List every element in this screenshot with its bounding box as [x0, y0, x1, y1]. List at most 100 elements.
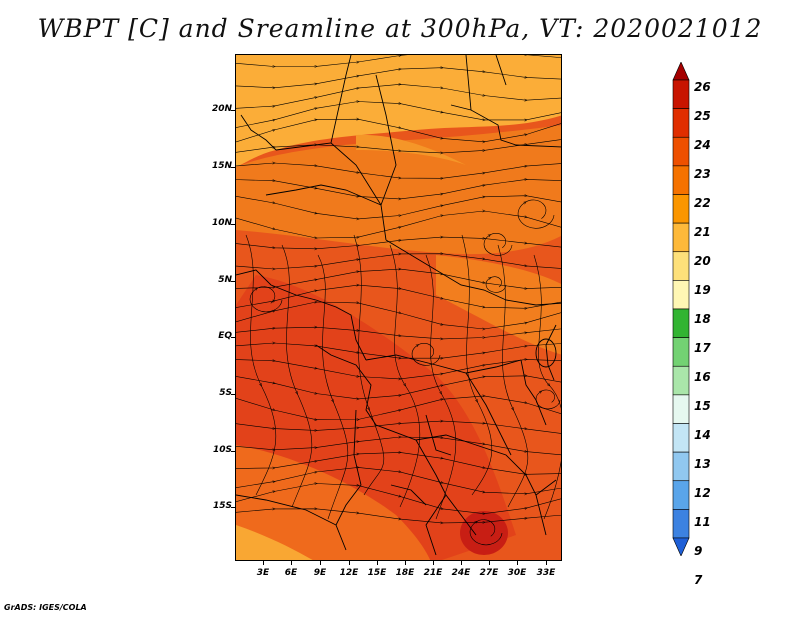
colorbar-label: 13 [694, 456, 711, 471]
streamline [236, 139, 561, 153]
streamline [281, 244, 313, 508]
lat-label: 20N [211, 104, 232, 114]
lat-label: 5S [219, 388, 232, 398]
colorbar-segment [672, 480, 690, 510]
streamlines [236, 55, 561, 546]
streamline [236, 211, 561, 238]
colorbar-segment [672, 165, 690, 195]
lat-tick [231, 507, 235, 508]
streamline [485, 276, 507, 293]
colorbar-label: 18 [694, 311, 711, 326]
colorbar-label: 9 [694, 543, 703, 558]
lon-label: 18E [395, 568, 415, 578]
colorbar-segment [672, 451, 690, 482]
colorbar-segment [672, 251, 690, 281]
lon-tick [377, 561, 378, 565]
colorbar-label: 23 [694, 166, 711, 181]
colorbar-label: 11 [694, 514, 711, 529]
colorbar-segment [672, 222, 690, 253]
lon-tick [461, 561, 462, 565]
lat-tick [231, 394, 235, 395]
colorbar-top-arrow [672, 62, 690, 81]
chart-title: WBPT [C] and Sreamline at 300hPa, VT: 20… [37, 14, 763, 43]
colorbar-segment [672, 194, 690, 224]
lat-tick [231, 281, 235, 282]
streamline [236, 437, 561, 456]
streamline [533, 254, 561, 520]
lon-tick [263, 561, 264, 565]
streamline [425, 254, 457, 520]
lon-label: 27E [479, 568, 499, 578]
lon-tick [349, 561, 350, 565]
colorbar-bottom-arrow [672, 537, 690, 556]
colorbar-segment [672, 337, 690, 367]
country-border [545, 324, 557, 381]
colorbar-label: 21 [694, 224, 711, 239]
lat-label: EQ [218, 331, 232, 341]
lat-label: 15N [211, 161, 232, 171]
grads-credit: GrADS: IGES/COLA [4, 603, 87, 612]
colorbar-segment [672, 280, 690, 310]
lat-tick [231, 451, 235, 452]
lat-tick [231, 110, 235, 111]
colorbar [672, 62, 690, 556]
colorbar-label: 14 [694, 427, 711, 442]
streamline [535, 389, 561, 410]
streamline [236, 509, 561, 523]
lake-victoria-outline [535, 338, 557, 368]
lat-tick [231, 224, 235, 225]
map-svg [236, 55, 561, 560]
streamline [249, 286, 283, 313]
lon-label: 33E [536, 568, 556, 578]
lon-label: 3E [256, 568, 270, 578]
streamline [236, 327, 561, 339]
colorbar-segment [672, 308, 690, 338]
colorbar-segment [672, 108, 690, 138]
colorbar-segment [672, 423, 690, 453]
lat-tick [231, 167, 235, 168]
lon-tick [405, 561, 406, 565]
streamline [469, 519, 503, 546]
lon-tick [489, 561, 490, 565]
lat-label: 10S [212, 445, 232, 455]
colorbar-label: 24 [694, 137, 711, 152]
lon-label: 21E [423, 568, 443, 578]
lat-tick [231, 337, 235, 338]
streamline [483, 233, 513, 256]
colorbar-segment [672, 509, 690, 539]
streamline [236, 421, 561, 434]
colorbar-label: 20 [694, 253, 711, 268]
colorbar-label: 25 [694, 108, 711, 123]
lon-label: 9E [313, 568, 327, 578]
lon-tick [546, 561, 547, 565]
streamline [236, 119, 561, 143]
lat-label: 15S [212, 501, 232, 511]
streamline [236, 396, 561, 420]
lon-label: 6E [284, 568, 298, 578]
streamline [317, 254, 349, 520]
streamline [517, 199, 555, 229]
colorbar-label: 19 [694, 282, 711, 297]
colorbar-label: 26 [694, 80, 711, 94]
colorbar-label: 7 [694, 572, 703, 587]
colorbar-segment [672, 79, 690, 109]
lat-label: 5N [218, 275, 232, 285]
lon-label: 24E [451, 568, 471, 578]
colorbar-segment [672, 365, 690, 396]
map-panel [235, 54, 562, 561]
lon-label: 15E [367, 568, 387, 578]
streamline [236, 237, 561, 249]
lon-tick [433, 561, 434, 565]
wbpt-field-dark-red-cell [460, 511, 508, 555]
colorbar-segment [672, 136, 690, 167]
colorbar-label: 15 [694, 398, 711, 413]
colorbar-label: 16 [694, 369, 711, 384]
streamline [245, 234, 277, 496]
lon-label: 30E [507, 568, 527, 578]
wbpt-field-amber-sw [236, 525, 313, 560]
streamline [497, 244, 529, 508]
country-border [535, 479, 557, 496]
lon-tick [320, 561, 321, 565]
streamline [411, 343, 441, 366]
lat-label: 10N [211, 218, 232, 228]
